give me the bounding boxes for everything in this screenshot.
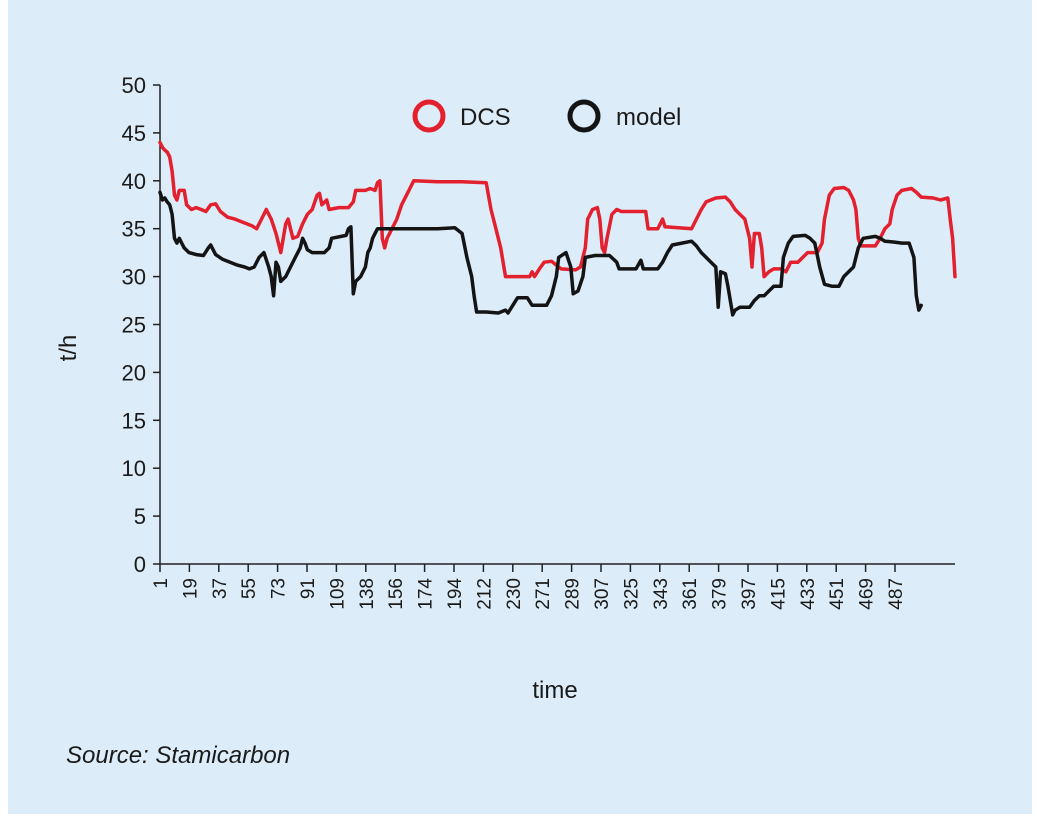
y-tick-label: 40	[122, 169, 146, 194]
x-tick-label: 433	[798, 578, 819, 610]
x-tick-label: 19	[180, 578, 201, 599]
x-tick-label: 1	[151, 578, 172, 589]
x-tick-label: 307	[592, 578, 613, 610]
figure-panel	[8, 0, 1032, 814]
x-tick-label: 156	[386, 578, 407, 610]
y-tick-label: 20	[122, 360, 146, 385]
x-tick-label: 230	[504, 578, 525, 610]
x-tick-label: 73	[269, 578, 290, 599]
x-tick-label: 91	[298, 578, 319, 599]
y-tick-label: 10	[122, 456, 146, 481]
legend-label-model: model	[616, 104, 681, 131]
x-tick-label: 174	[416, 578, 437, 610]
x-axis-title: time	[532, 677, 577, 704]
series-lines	[158, 140, 957, 317]
x-tick-label: 343	[651, 578, 672, 610]
series-line-model	[158, 190, 923, 317]
y-tick-label: 25	[122, 313, 146, 338]
source-note: Source: Stamicarbon	[66, 742, 291, 769]
x-tick-label: 138	[357, 578, 378, 610]
x-tick-label: 379	[710, 578, 731, 610]
x-tick-label: 397	[739, 578, 760, 610]
x-tick-label: 289	[563, 578, 584, 610]
x-tick-label: 451	[827, 578, 848, 610]
x-tick-label: 415	[768, 578, 789, 610]
legend: DCS model	[412, 99, 681, 133]
y-tick-label: 15	[122, 408, 146, 433]
x-tick-label: 212	[474, 578, 495, 610]
x-tick-label: 271	[533, 578, 554, 610]
y-tick-label: 50	[122, 73, 146, 98]
y-tick-label: 0	[134, 552, 146, 577]
y-tick-labels: 0 5 10 15 20 25 30 35 40 45 50	[122, 73, 146, 577]
y-tick-label: 5	[134, 504, 146, 529]
x-tick-label: 194	[445, 578, 466, 610]
x-tick-labels: 1 19 37 55 73 91 109 138 156 174 194 212 230 271 289 30…	[151, 578, 907, 610]
axes	[153, 84, 955, 572]
legend-marker-model	[567, 99, 601, 133]
x-tick-label: 109	[327, 578, 348, 610]
series-line-dcs	[158, 140, 957, 279]
legend-marker-dcs	[412, 99, 446, 133]
legend-label-dcs: DCS	[460, 104, 511, 131]
x-tick-label: 325	[621, 578, 642, 610]
x-tick-label: 55	[239, 578, 260, 599]
x-tick-label: 487	[886, 578, 907, 610]
x-tick-label: 37	[210, 578, 231, 599]
y-tick-label: 35	[122, 217, 146, 242]
y-axis-title: t/h	[55, 335, 82, 362]
x-tick-label: 361	[680, 578, 701, 610]
x-tick-label: 469	[857, 578, 878, 610]
y-tick-label: 30	[122, 265, 146, 290]
y-tick-label: 45	[122, 121, 146, 146]
